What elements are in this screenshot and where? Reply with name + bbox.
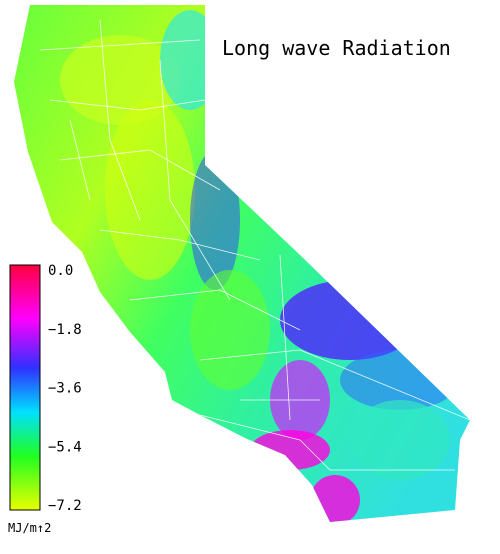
colorbar	[9, 264, 41, 511]
colorbar-tick-label: 0.0	[48, 263, 73, 279]
colorbar-unit: MJ/m↑2	[8, 521, 51, 535]
map-title: Long wave Radiation	[222, 36, 451, 60]
colorbar-tick-label: −7.2	[48, 498, 82, 514]
colorbar-tick-label: −3.6	[48, 381, 82, 397]
colorbar-ticks: 0.0 −1.8 −3.6 −5.4 −7.2	[48, 263, 82, 514]
colorbar-tick-label: −1.8	[48, 322, 82, 338]
colorbar-tick-label: −5.4	[48, 439, 82, 455]
